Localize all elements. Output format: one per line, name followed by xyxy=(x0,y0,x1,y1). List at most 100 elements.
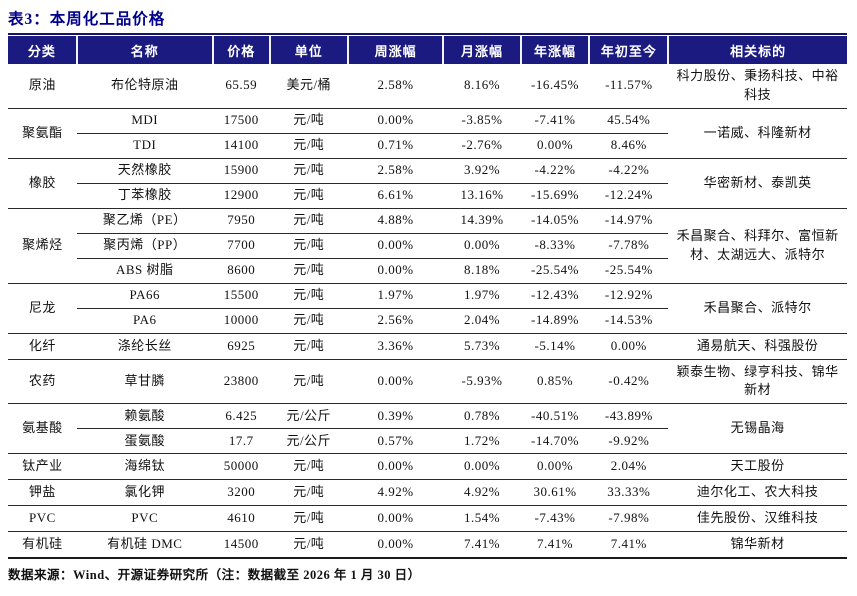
ytd-cell: 7.41% xyxy=(589,531,669,559)
unit-cell: 元/吨 xyxy=(269,183,348,209)
ytd-cell: 45.54% xyxy=(589,108,669,134)
year-cell: 0.00% xyxy=(520,453,590,481)
name-cell: 氯化钾 xyxy=(76,479,213,506)
unit-cell: 元/吨 xyxy=(269,333,348,360)
price-cell: 23800 xyxy=(212,359,270,405)
column-header-1: 分类 xyxy=(8,36,77,64)
table-row: 聚烯烃 聚乙烯（PE） 7950 元/吨 4.88% 14.39% -14.05% -14.9… xyxy=(8,208,847,284)
table-row: 橡胶 天然橡胶 15900 元/吨 2.58% 3.92% -4.22% -4.22% 华密新材… xyxy=(8,158,847,209)
year-cell: -12.43% xyxy=(520,283,590,309)
related-stocks-cell: 佳先股份、汉维科技 xyxy=(668,505,847,532)
week-cell: 2.58% xyxy=(347,64,444,109)
unit-cell: 元/吨 xyxy=(269,158,348,184)
name-cell: PVC xyxy=(76,505,213,532)
table-row: 钾盐 氯化钾 3200 元/吨 4.92% 4.92% 30.61% 33.33% 迪尔化工、农… xyxy=(8,479,847,506)
name-cell: TDI xyxy=(76,133,213,159)
month-cell: 8.16% xyxy=(443,64,521,109)
unit-cell: 元/吨 xyxy=(269,133,348,159)
week-cell: 0.00% xyxy=(347,233,444,259)
category-cell: 有机硅 xyxy=(8,531,77,559)
week-cell: 3.36% xyxy=(347,333,444,360)
price-cell: 8600 xyxy=(212,258,270,284)
category-cell: 钛产业 xyxy=(8,453,77,481)
year-cell: -8.33% xyxy=(520,233,590,259)
column-header-3: 价格 xyxy=(211,36,270,64)
week-cell: 0.71% xyxy=(347,133,444,159)
category-cell: 氨基酸 xyxy=(8,403,77,455)
ytd-cell: -14.97% xyxy=(589,208,669,234)
column-header-5: 周涨幅 xyxy=(346,36,444,64)
ytd-cell: -7.78% xyxy=(589,233,669,259)
price-cell: 15500 xyxy=(212,283,270,309)
table-row: 化纤 涤纶长丝 6925 元/吨 3.36% 5.73% -5.14% 0.00% 通易航天、科… xyxy=(8,333,847,360)
price-cell: 4610 xyxy=(212,505,270,532)
ytd-cell: -4.22% xyxy=(589,158,669,184)
ytd-cell: -11.57% xyxy=(589,64,669,109)
name-cell: 涤纶长丝 xyxy=(76,333,213,360)
price-cell: 65.59 xyxy=(212,64,270,109)
week-cell: 4.92% xyxy=(347,479,444,506)
price-cell: 7700 xyxy=(212,233,270,259)
unit-cell: 元/吨 xyxy=(269,308,348,334)
year-cell: 7.41% xyxy=(520,531,590,559)
year-cell: 30.61% xyxy=(520,479,590,506)
table-row: 有机硅 有机硅 DMC 14500 元/吨 0.00% 7.41% 7.41% 7.41% 锦华… xyxy=(8,531,847,559)
table-row: 钛产业 海绵钛 50000 元/吨 0.00% 0.00% 0.00% 2.04% 天工股份 xyxy=(8,453,847,481)
month-cell: 1.54% xyxy=(443,505,521,532)
column-header-4: 单位 xyxy=(268,36,348,64)
table-title: 表3：本周化工品价格 xyxy=(8,11,166,28)
unit-cell: 元/吨 xyxy=(269,258,348,284)
related-stocks-cell: 华密新材、泰凯英 xyxy=(668,158,847,209)
category-cell: 聚氨酯 xyxy=(8,108,77,159)
category-cell: 尼龙 xyxy=(8,283,77,334)
name-cell: 聚丙烯（PP） xyxy=(76,233,213,259)
header-row: 分类 名称 价格 单位 周涨幅 月涨幅 年涨幅 年初至今 相关标的 xyxy=(8,36,847,64)
ytd-cell: -12.24% xyxy=(589,183,669,209)
name-cell: PA66 xyxy=(76,283,213,309)
price-cell: 17500 xyxy=(212,108,270,134)
week-cell: 1.97% xyxy=(347,283,444,309)
year-cell: -14.05% xyxy=(520,208,590,234)
table-row: 丁苯橡胶 12900 元/吨 6.61% 13.16% -15.69% -12.24% xyxy=(8,183,847,209)
column-header-2: 名称 xyxy=(75,36,213,64)
related-stocks-cell: 禾昌聚合、科拜尔、富恒新材、太湖远大、派特尔 xyxy=(668,208,847,284)
table-row: ABS 树脂 8600 元/吨 0.00% 8.18% -25.54% -25.54% xyxy=(8,258,847,284)
ytd-cell: -0.42% xyxy=(589,359,669,405)
unit-cell: 元/吨 xyxy=(269,479,348,506)
year-cell: -7.41% xyxy=(520,108,590,134)
month-cell: 2.04% xyxy=(443,308,521,334)
year-cell: 0.85% xyxy=(520,359,590,405)
name-cell: 蛋氨酸 xyxy=(76,428,213,455)
name-cell: PA6 xyxy=(76,308,213,334)
data-source-note: 数据来源：Wind、开源证券研究所（注：数据截至 2026 年 1 月 30 日… xyxy=(8,567,421,582)
ytd-cell: -43.89% xyxy=(589,403,669,430)
unit-cell: 美元/桶 xyxy=(269,64,348,109)
category-cell: 钾盐 xyxy=(8,479,77,506)
name-cell: 草甘膦 xyxy=(76,359,213,405)
table-row: 聚丙烯（PP） 7700 元/吨 0.00% 0.00% -8.33% -7.78% xyxy=(8,233,847,259)
related-stocks-cell: 通易航天、科强股份 xyxy=(668,333,847,360)
table-body: 原油 布伦特原油 65.59 美元/桶 2.58% 8.16% -16.45% -11.57%… xyxy=(8,64,847,559)
price-cell: 6.425 xyxy=(212,403,270,430)
category-cell: 农药 xyxy=(8,359,77,405)
week-cell: 6.61% xyxy=(347,183,444,209)
table-row: 原油 布伦特原油 65.59 美元/桶 2.58% 8.16% -16.45% -11.57%… xyxy=(8,64,847,109)
year-cell: -25.54% xyxy=(520,258,590,284)
week-cell: 4.88% xyxy=(347,208,444,234)
table-header: 分类 名称 价格 单位 周涨幅 月涨幅 年涨幅 年初至今 相关标的 xyxy=(8,36,847,64)
table-row: PVC PVC 4610 元/吨 0.00% 1.54% -7.43% -7.98% 佳先股份、… xyxy=(8,505,847,532)
table-row: TDI 14100 元/吨 0.71% -2.76% 0.00% 8.46% xyxy=(8,133,847,159)
price-cell: 15900 xyxy=(212,158,270,184)
unit-cell: 元/吨 xyxy=(269,531,348,559)
price-cell: 12900 xyxy=(212,183,270,209)
name-cell: 有机硅 DMC xyxy=(76,531,213,559)
unit-cell: 元/吨 xyxy=(269,208,348,234)
related-stocks-cell: 禾昌聚合、派特尔 xyxy=(668,283,847,334)
price-cell: 50000 xyxy=(212,453,270,481)
price-cell: 10000 xyxy=(212,308,270,334)
week-cell: 0.00% xyxy=(347,258,444,284)
month-cell: 4.92% xyxy=(443,479,521,506)
name-cell: 海绵钛 xyxy=(76,453,213,481)
week-cell: 0.57% xyxy=(347,428,444,455)
